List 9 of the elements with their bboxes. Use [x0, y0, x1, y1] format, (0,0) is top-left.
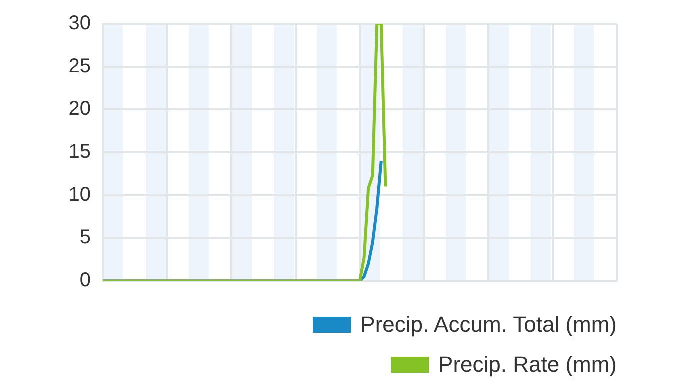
y-tick-label: 20 [68, 98, 91, 120]
y-tick-label: 0 [80, 270, 91, 292]
y-tick-label: 5 [80, 226, 91, 249]
y-tick-label: 30 [68, 12, 91, 35]
y-tick-label: 10 [68, 184, 91, 206]
y-tick-label: 25 [68, 55, 91, 78]
legend-label: Precip. Accum. Total (mm) [360, 312, 617, 338]
legend-label: Precip. Rate (mm) [438, 352, 617, 378]
y-tick-label: 15 [68, 141, 91, 164]
